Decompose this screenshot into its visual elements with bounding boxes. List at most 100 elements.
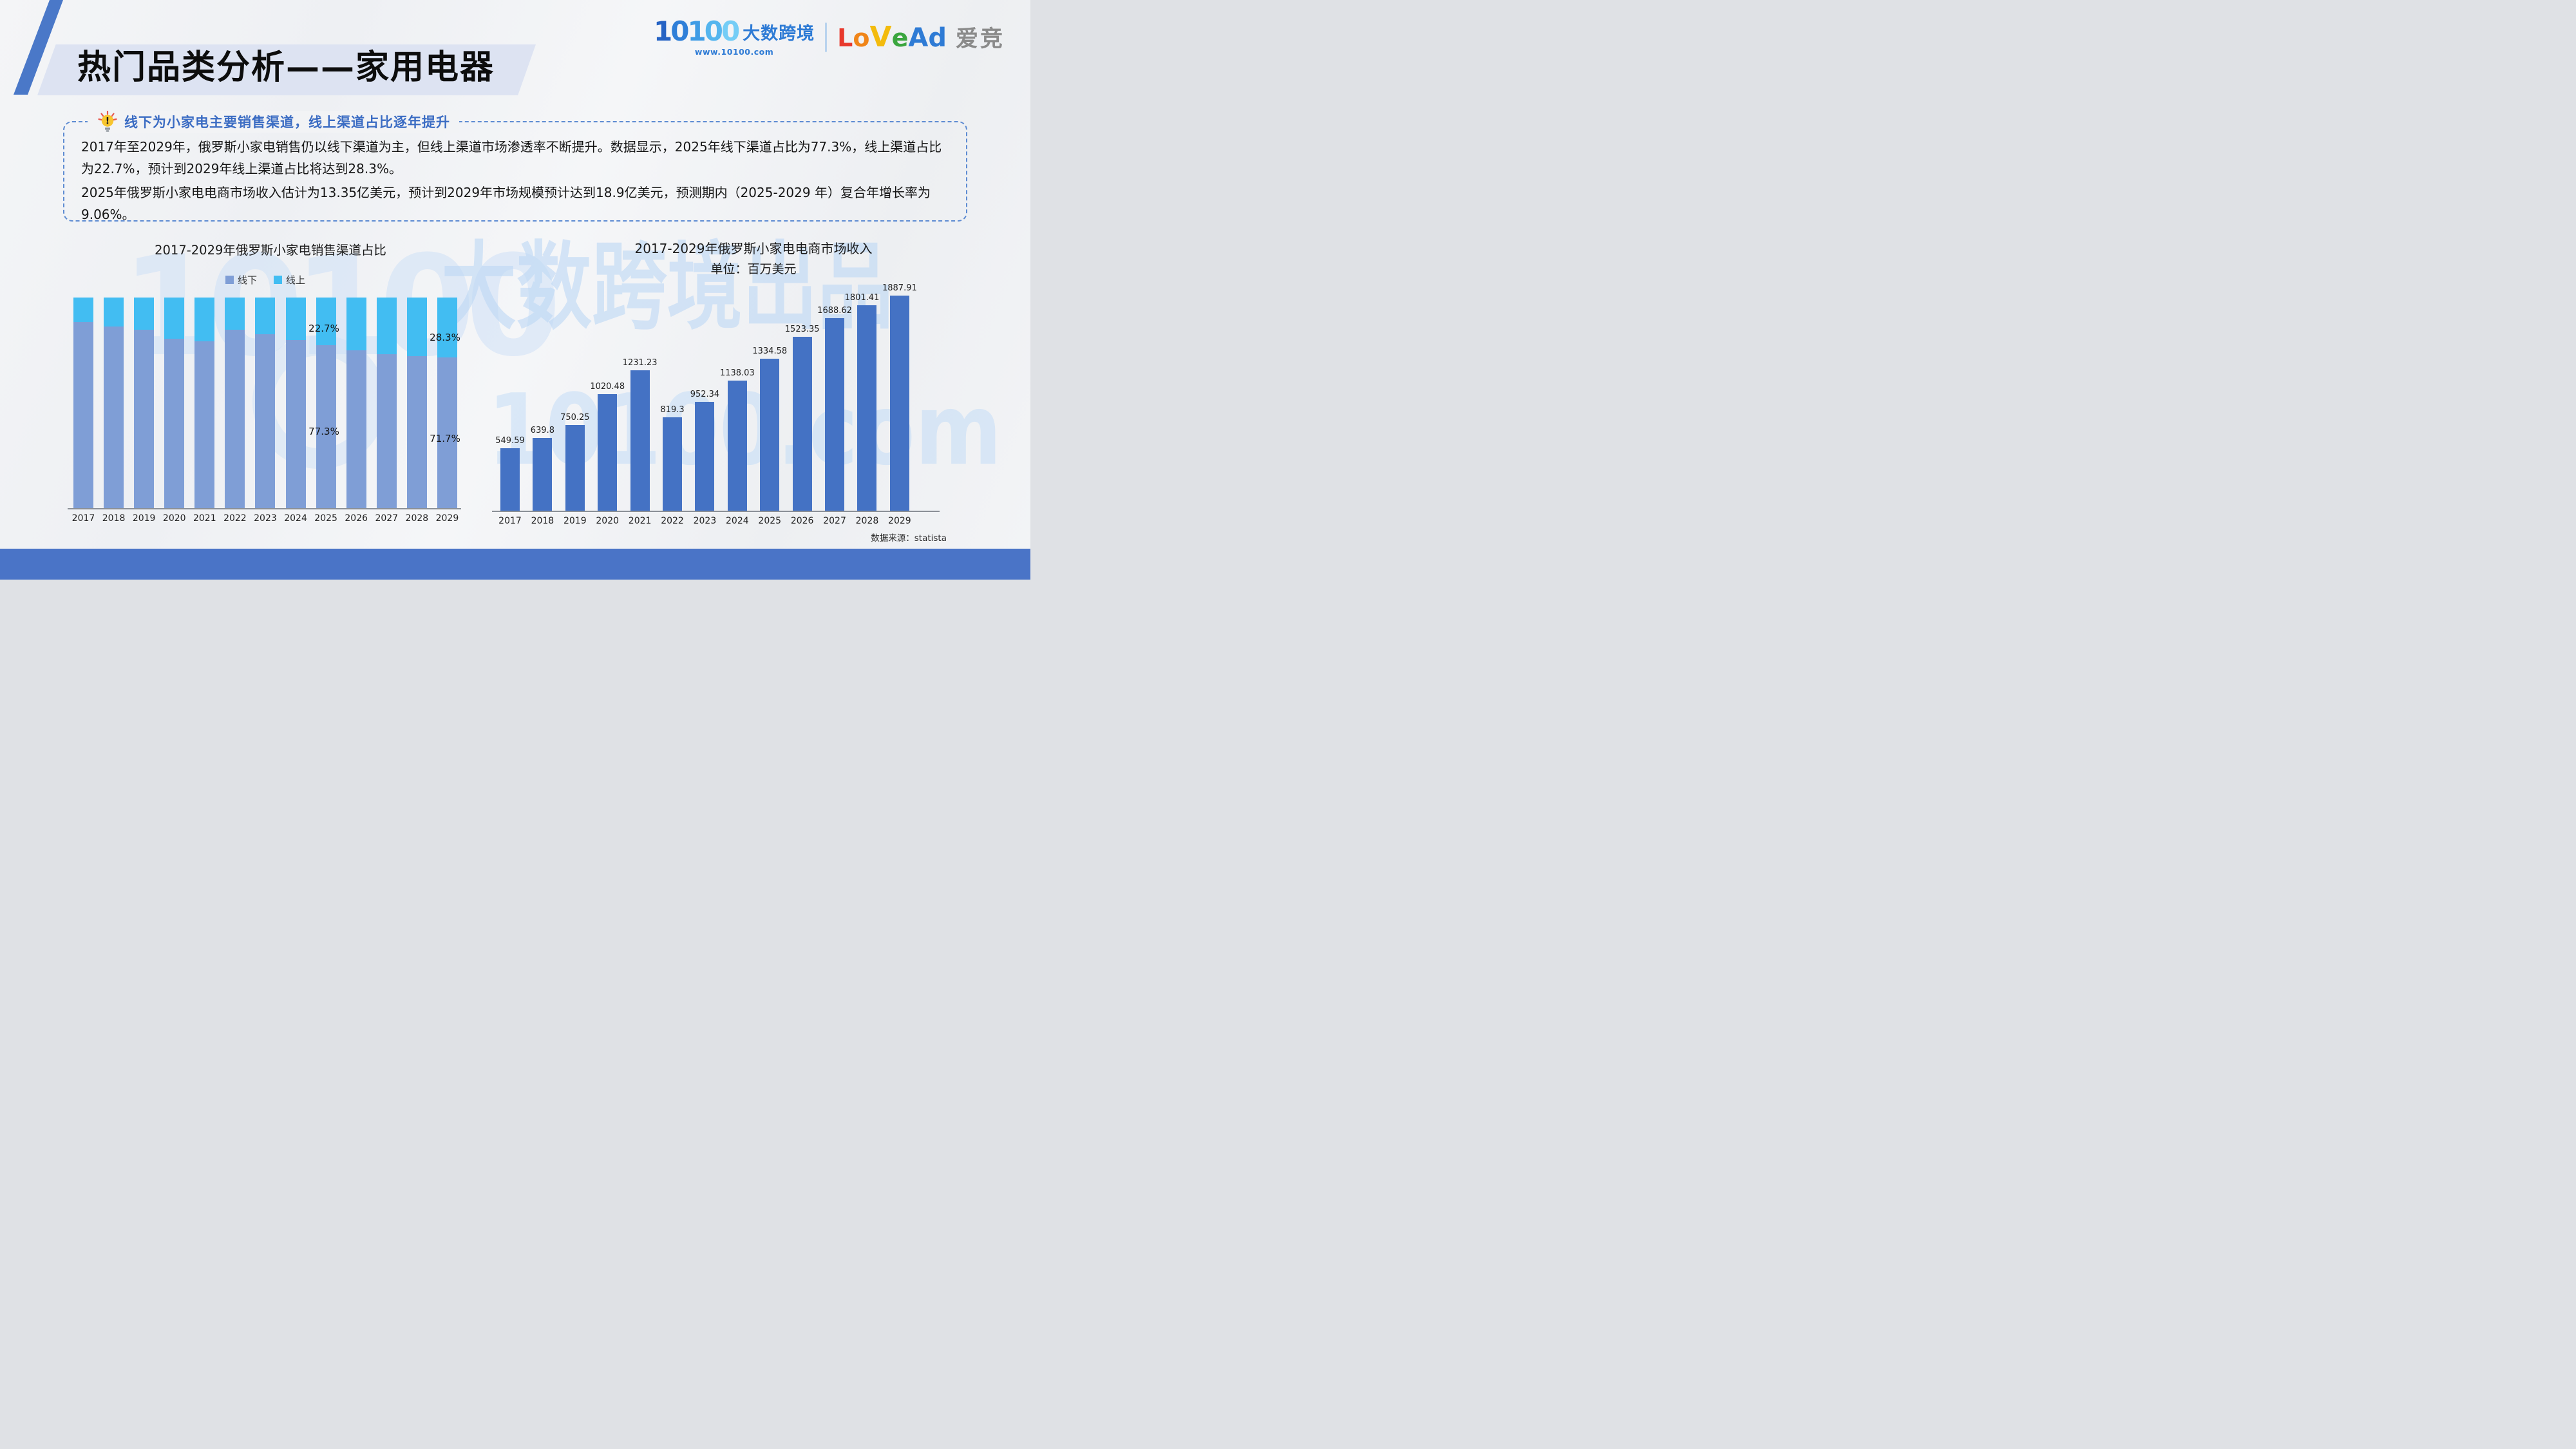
- revenue-bar-2027: 1688.62: [817, 306, 852, 511]
- value-label-2025: 1334.58: [752, 346, 788, 356]
- label-online-2029: 28.3%: [430, 332, 460, 343]
- segment-offline-2022: [225, 330, 245, 508]
- label-offline-2025: 77.3%: [308, 426, 339, 437]
- segment-offline-2028: [406, 355, 427, 508]
- segment-online-2017: [73, 298, 93, 323]
- stacked-bar-2026: [346, 298, 366, 508]
- segment-online-2021: [194, 298, 215, 342]
- revenue-bar-2017: 549.59: [495, 436, 525, 511]
- callout-heading: ! 线下为小家电主要销售渠道，线上渠道占比逐年提升: [88, 111, 459, 133]
- revenue-chart-unit: 单位：百万美元: [710, 262, 797, 276]
- stacked-bar-2025: [316, 298, 336, 508]
- segment-online-2027: [376, 298, 397, 354]
- callout-box: ! 线下为小家电主要销售渠道，线上渠道占比逐年提升 2017年至2029年，俄罗…: [63, 111, 967, 225]
- logo-mark-letter: 1: [654, 15, 672, 47]
- channel-share-x-labels: 2017 2018 2019 2020 2021 2022 2023 2024 2025 2026…: [71, 513, 459, 525]
- logo-10100-text: 大数跨境: [743, 23, 815, 44]
- stacked-bar-2024: [285, 298, 306, 508]
- page-title: 热门品类分析——家用电器: [77, 48, 495, 87]
- segment-online-2022: [225, 298, 245, 330]
- x-tick-2024: 2024: [726, 516, 749, 526]
- revenue-bar-2023: 952.34: [690, 390, 719, 511]
- revenue-bar-2018: 639.8: [531, 426, 554, 511]
- x-tick-2029: 2029: [888, 516, 911, 526]
- x-tick-2027: 2027: [375, 513, 399, 524]
- callout-paragraph-1: 2017年至2029年，俄罗斯小家电销售仍以线下渠道为主，但线上渠道市场渗透率不…: [81, 139, 942, 176]
- x-tick-2018: 2018: [531, 516, 554, 526]
- callout-body: 2017年至2029年，俄罗斯小家电销售仍以线下渠道为主，但线上渠道市场渗透率不…: [64, 122, 966, 225]
- value-label-2028: 1801.41: [844, 293, 880, 303]
- x-tick-2021: 2021: [628, 516, 652, 526]
- segment-online-2024: [285, 298, 306, 341]
- segment-offline-2024: [285, 340, 306, 508]
- x-tick-2025: 2025: [314, 513, 337, 524]
- logo-10100-icon: 10100: [654, 15, 740, 47]
- x-tick-2023: 2023: [693, 516, 717, 526]
- x-tick-2020: 2020: [162, 513, 186, 524]
- value-label-2018: 639.8: [530, 426, 555, 435]
- x-tick-2017: 2017: [498, 516, 522, 526]
- segment-online-2023: [255, 298, 276, 334]
- revenue-bar-2029: 1887.91: [882, 283, 917, 511]
- segment-offline-2019: [134, 330, 155, 508]
- value-label-2029: 1887.91: [882, 283, 917, 293]
- legend-label: 线下: [237, 274, 257, 286]
- lovead-letter: d: [928, 23, 947, 53]
- segment-online-2026: [346, 298, 366, 351]
- x-tick-2027: 2027: [823, 516, 846, 526]
- x-tick-2029: 2029: [435, 513, 459, 524]
- segment-offline-2029: [437, 357, 457, 508]
- x-tick-2019: 2019: [563, 516, 587, 526]
- footer-bar: [0, 549, 1030, 580]
- stacked-bar-2021: [194, 298, 215, 508]
- legend-item-线下: 线下: [225, 273, 257, 287]
- logo-url: www.10100.com: [694, 47, 774, 57]
- legend-swatch: [274, 276, 282, 284]
- report-slide: 10100 大数跨境出品 10100.com 热门品类分析——家用电器 1010…: [0, 0, 1030, 580]
- logo-mark-letter: 0: [670, 15, 689, 47]
- segment-online-2020: [164, 298, 185, 339]
- value-label-2020: 1020.48: [590, 382, 625, 392]
- revenue-bar-2024: 1138.03: [720, 368, 755, 511]
- x-tick-2020: 2020: [596, 516, 620, 526]
- logo-mark-letter: 1: [687, 15, 706, 47]
- segment-offline-2017: [73, 322, 93, 508]
- revenue-x-labels: 2017 2018 2019 2020 2021 2022 2023 2024 2025 2026…: [498, 516, 911, 527]
- x-tick-2022: 2022: [661, 516, 684, 526]
- stacked-bar-2023: [255, 298, 276, 508]
- segment-online-2019: [134, 298, 155, 330]
- callout-heading-text: 线下为小家电主要销售渠道，线上渠道占比逐年提升: [124, 115, 450, 130]
- label-online-2025: 22.7%: [308, 323, 339, 334]
- value-label-2027: 1688.62: [817, 306, 852, 316]
- revenue-x-axis: [492, 511, 940, 512]
- segment-online-2025: [316, 298, 336, 346]
- segment-offline-2023: [255, 334, 276, 508]
- stacked-bar-2018: [104, 298, 124, 508]
- legend-label: 线上: [286, 274, 306, 286]
- lovead-letter: A: [908, 23, 929, 53]
- channel-share-legend: 线下 线上: [73, 273, 457, 287]
- x-tick-2023: 2023: [254, 513, 277, 524]
- logo-mark-letter: 0: [704, 15, 723, 47]
- stacked-bar-2017: [73, 298, 93, 508]
- value-label-2017: 549.59: [495, 436, 525, 446]
- x-tick-2017: 2017: [71, 513, 95, 524]
- segment-online-2029: [437, 298, 457, 357]
- legend-swatch: [225, 276, 234, 284]
- channel-share-plot: [73, 298, 457, 508]
- lovead-cn-text: 爱竞: [955, 26, 1005, 52]
- stacked-bar-2027: [376, 298, 397, 508]
- value-label-2019: 750.25: [560, 413, 590, 422]
- label-offline-2029: 71.7%: [430, 433, 460, 444]
- logo-divider: [825, 23, 828, 52]
- value-label-2022: 819.3: [660, 405, 685, 415]
- x-tick-2028: 2028: [405, 513, 429, 524]
- title-band-decoration: [37, 44, 536, 95]
- x-tick-2025: 2025: [758, 516, 782, 526]
- x-tick-2019: 2019: [132, 513, 156, 524]
- revenue-plot: 549.59 639.8 750.25 1020.48 1231.23 819.3 952.…: [495, 283, 917, 511]
- revenue-chart-title: 2017-2029年俄罗斯小家电电商市场收入: [634, 241, 873, 256]
- logo-10100: 10100 大数跨境 www.10100.com: [654, 18, 815, 57]
- lightbulb-icon: !: [98, 111, 117, 132]
- revenue-bar-2019: 750.25: [560, 413, 590, 511]
